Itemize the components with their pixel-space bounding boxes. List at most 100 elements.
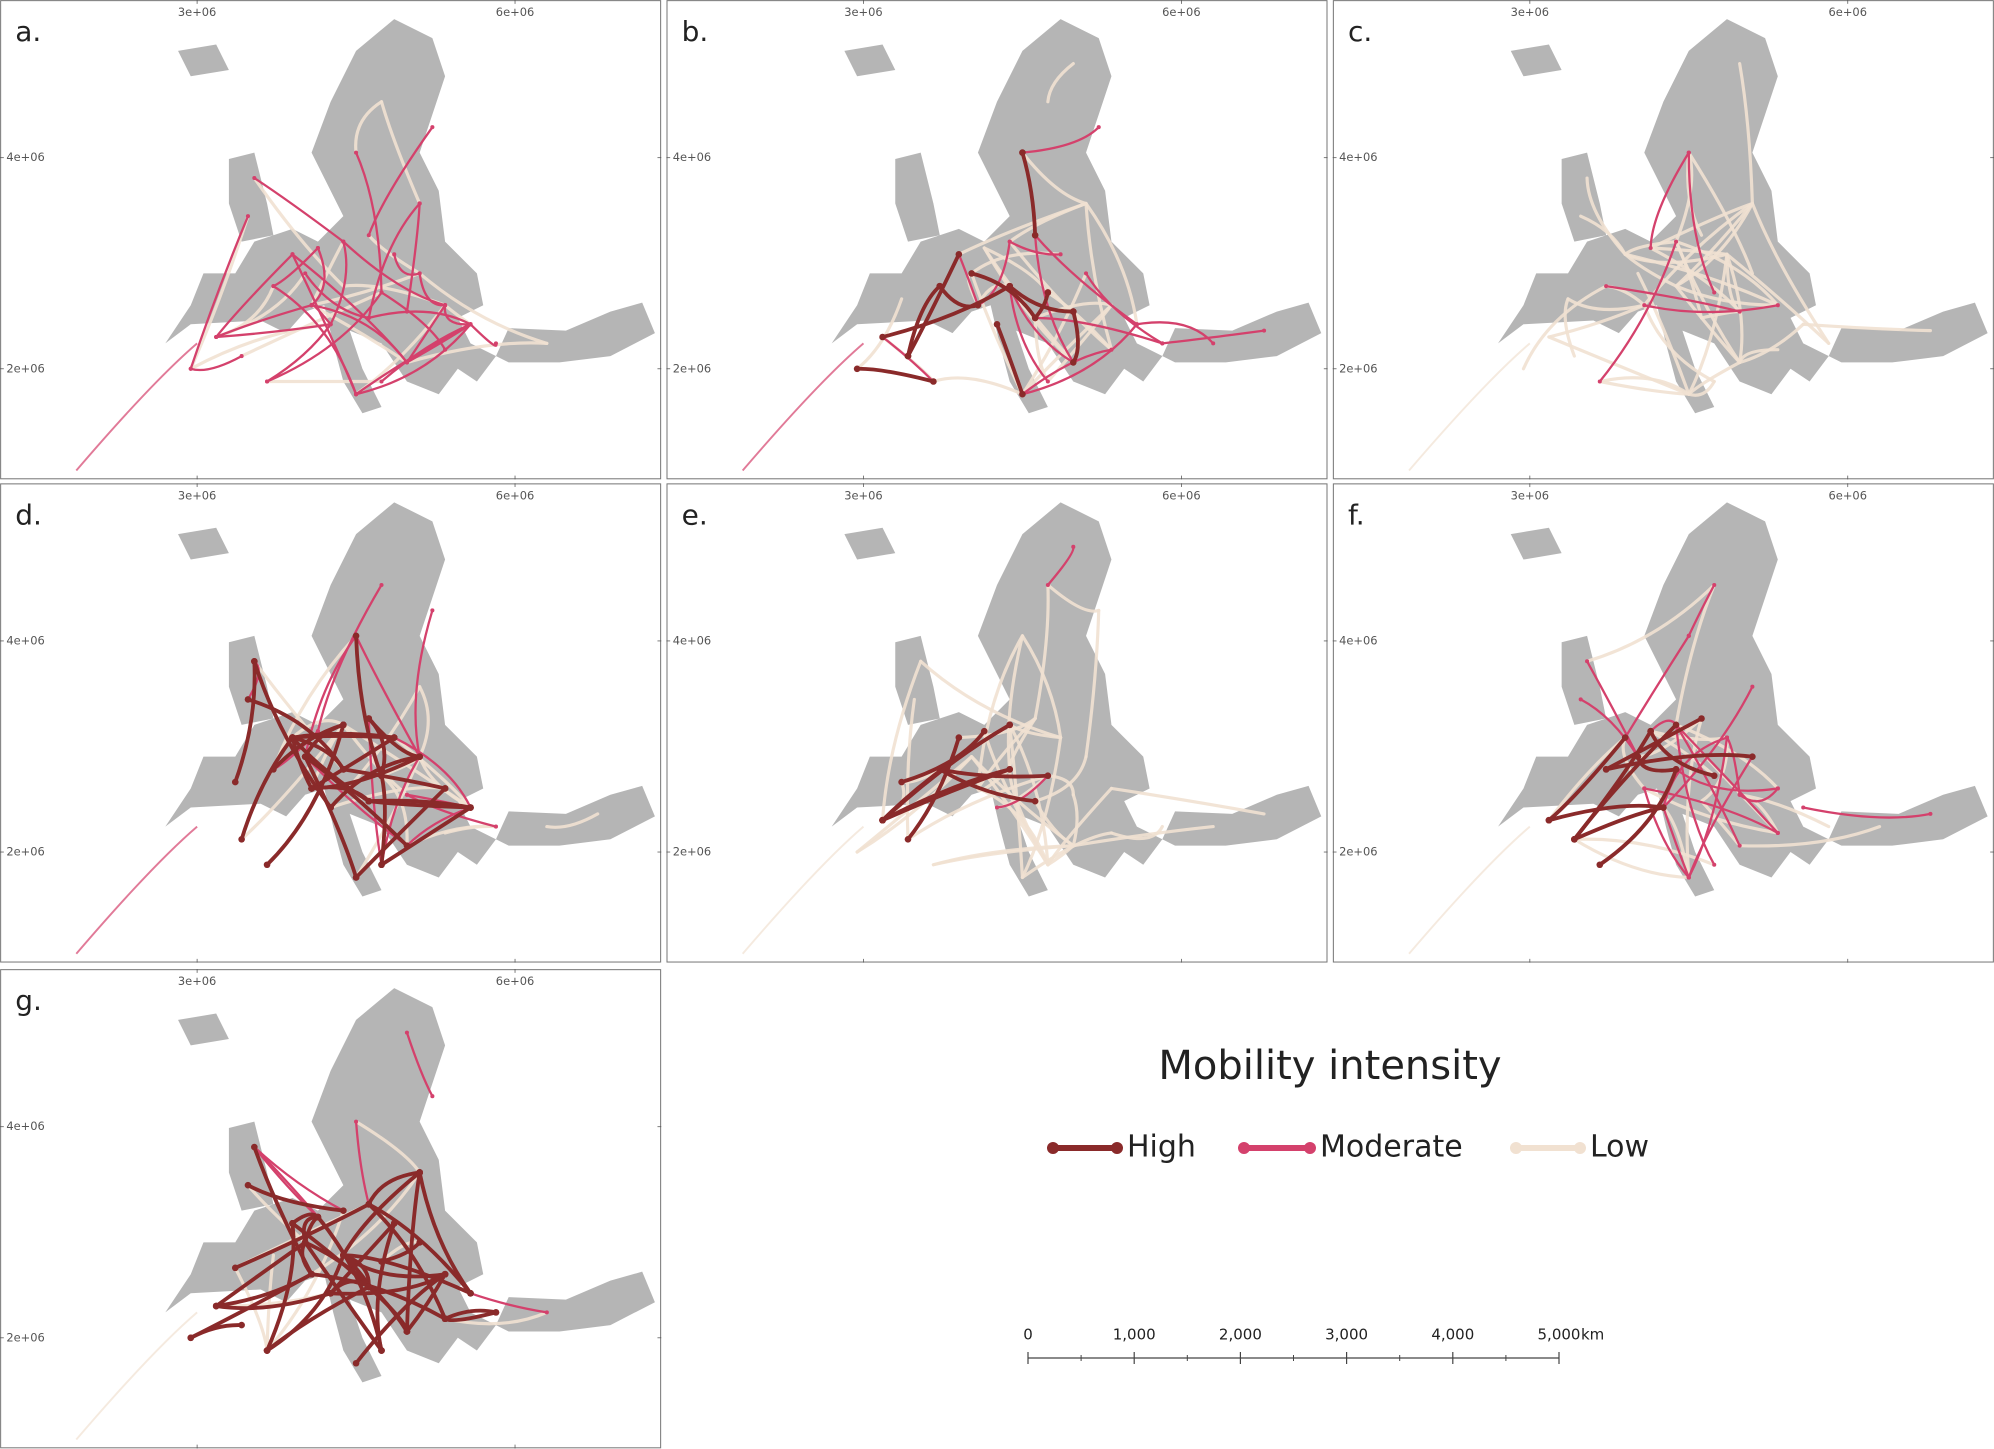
flow-node — [898, 778, 905, 786]
flow-line — [290, 735, 371, 804]
flow-line — [1109, 786, 1266, 816]
flow-node — [968, 270, 975, 277]
flow-node — [379, 582, 384, 588]
flow-line — [1623, 240, 1678, 256]
landmass — [831, 502, 1322, 897]
flow-node — [352, 1359, 360, 1367]
x-tick-label: 6e+06 — [1162, 5, 1200, 19]
flow-line — [1802, 806, 1932, 819]
flow-node — [1160, 341, 1165, 346]
flow-node — [467, 1289, 474, 1297]
flow-line — [1643, 787, 1779, 835]
x-tick-label: 3e+06 — [178, 5, 216, 19]
flow-node — [365, 797, 373, 805]
x-tick-label: 6e+06 — [496, 488, 534, 502]
flow-line — [1604, 753, 1755, 772]
flow-node — [251, 657, 258, 665]
flow-line — [309, 735, 397, 791]
panel-label: c. — [1348, 15, 1372, 48]
flow-line — [1566, 297, 1646, 312]
atlantic-flow — [741, 342, 865, 472]
flow-line — [309, 303, 409, 365]
flow-line — [855, 366, 936, 384]
flow-node — [187, 1334, 195, 1342]
legend-swatch-node — [1574, 1142, 1586, 1154]
flow-node — [354, 1119, 359, 1124]
flow-node — [1750, 684, 1755, 689]
scale-label: 4,000 — [1431, 1326, 1474, 1344]
atlantic-flow — [75, 342, 198, 472]
flow-node — [379, 290, 384, 295]
flow-line — [418, 272, 447, 307]
flow-line — [995, 322, 1025, 397]
flow-line — [1674, 284, 1780, 307]
flow-node — [853, 365, 861, 373]
flow-node — [1686, 633, 1691, 638]
flow-line — [1687, 360, 1742, 396]
flow-node — [1571, 836, 1578, 843]
flow-node — [354, 150, 359, 155]
flow-node — [239, 354, 244, 359]
flow-line — [246, 1183, 346, 1213]
flow-line — [418, 685, 430, 759]
atlantic-flow — [741, 825, 865, 955]
y-tick-label: 2e+06 — [1339, 845, 1377, 859]
flow-node — [417, 201, 422, 206]
flow-line — [233, 1202, 371, 1270]
flow-node — [1007, 239, 1012, 244]
flow-line — [1109, 825, 1164, 841]
flow-node — [416, 1169, 423, 1176]
flow-node — [417, 271, 422, 276]
flow-line — [1687, 151, 1716, 294]
flow-line — [304, 272, 370, 320]
flow-line — [957, 253, 980, 307]
flow-line — [1604, 716, 1704, 772]
flow-node — [404, 360, 409, 365]
flow-line — [1046, 290, 1114, 352]
flow-line — [1636, 271, 1691, 396]
flow-line — [1598, 376, 1691, 396]
flow-node — [955, 251, 963, 258]
flow-node — [1737, 792, 1742, 797]
flow-line — [1547, 335, 1691, 396]
flow-line — [1547, 803, 1666, 823]
panel-label: b. — [682, 15, 709, 48]
flow-line — [1008, 240, 1062, 256]
flow-node — [1083, 271, 1089, 276]
flow-line — [367, 310, 472, 326]
flow-line — [354, 100, 384, 155]
flow-line — [1725, 252, 1831, 345]
flow-line — [1738, 825, 1882, 848]
flow-line — [969, 271, 1038, 320]
flow-node — [1686, 875, 1691, 880]
flow-node — [467, 804, 474, 811]
flow-line — [1033, 755, 1088, 803]
flow-node — [341, 239, 346, 244]
flow-node — [265, 379, 270, 384]
flow-node — [1647, 727, 1654, 735]
y-tick-label: 2e+06 — [6, 361, 44, 375]
flow-node — [263, 861, 271, 869]
map-panel: g. 3e+06 6e+06 4e+06 2e+06 — [0, 969, 662, 1449]
flow-node — [340, 1207, 347, 1214]
flow-line — [1547, 303, 1646, 339]
flow-node — [1069, 359, 1077, 366]
flow-line — [405, 793, 498, 828]
flow-node — [289, 1220, 296, 1227]
flow-line — [253, 1145, 345, 1212]
flow-line — [316, 583, 383, 733]
flow-line — [1598, 240, 1678, 383]
flow-node — [352, 632, 360, 640]
flow-node — [1672, 766, 1680, 773]
flow-line — [240, 290, 384, 358]
flow-node — [378, 1347, 385, 1354]
flow-node — [994, 805, 1000, 810]
flow-node — [352, 874, 360, 881]
x-tick-label: 6e+06 — [496, 5, 534, 19]
flow-node — [468, 322, 473, 327]
flow-line — [1020, 151, 1088, 206]
flow-line — [1649, 729, 1716, 778]
x-tick-label: 3e+06 — [844, 488, 882, 502]
flow-line — [1662, 806, 1690, 879]
